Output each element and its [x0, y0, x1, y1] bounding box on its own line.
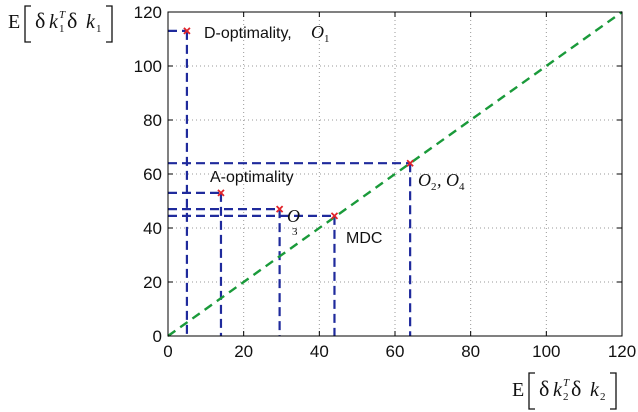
- x-tick-label: 120: [608, 342, 636, 361]
- y-label-e: E: [8, 11, 20, 33]
- x-label-e: E: [512, 379, 524, 401]
- annotation-mdc: MDC: [346, 230, 382, 247]
- x-tick-label: 20: [234, 342, 253, 361]
- y-tick-label: 120: [134, 3, 162, 22]
- point-marker: [183, 27, 191, 35]
- x-label-delta-2: δ: [571, 376, 581, 401]
- y-label-k-1-sub: 1: [59, 23, 65, 35]
- x-tick-label: 60: [386, 342, 405, 361]
- annotation-d-text: D-optimality,: [204, 25, 292, 42]
- x-tick-label: 40: [310, 342, 329, 361]
- y-tick-label: 80: [143, 111, 162, 130]
- y-label-delta-1: δ: [35, 8, 45, 33]
- annotation-o3-o: O: [287, 206, 300, 226]
- y-label-k-2-sub: 1: [96, 23, 102, 35]
- y-label-k-1: k: [49, 11, 59, 33]
- annotation-d-optimality: D-optimality, O 1: [204, 22, 330, 45]
- x-label-k-1-sub: 2: [563, 391, 569, 403]
- x-label-transpose: T: [563, 377, 570, 389]
- x-axis-ticks: 0 20 40 60 80 100 120: [163, 12, 636, 361]
- y-label-left-bracket: [24, 5, 31, 43]
- annotation-o24-sub1: 2: [431, 181, 437, 193]
- x-label-k-2-sub: 2: [600, 391, 606, 403]
- y-label-delta-2: δ: [67, 8, 77, 33]
- annotation-o24-o1: O: [418, 170, 431, 190]
- annotation-o3-sub: 3: [292, 226, 298, 238]
- annotation-o2-o4: O 2 , O 4: [418, 170, 465, 193]
- x-label-k-2: k: [590, 379, 600, 401]
- reference-line-y-equals-x: [167, 11, 623, 337]
- y-label-transpose: T: [59, 9, 66, 21]
- x-label-k-1: k: [553, 379, 563, 401]
- markers: [183, 27, 414, 220]
- annotation-o24-o2: O: [446, 170, 459, 190]
- annotation-d-sub: 1: [324, 33, 330, 45]
- annotation-o24-sub2: 4: [459, 181, 465, 193]
- x-label-left-bracket: [528, 372, 535, 410]
- y-tick-label: 20: [143, 273, 162, 292]
- point-marker: [275, 205, 284, 213]
- annotation-o24-sep: ,: [437, 170, 442, 190]
- y-tick-label: 0: [153, 327, 162, 346]
- annotation-o3: O 3: [287, 206, 300, 238]
- x-label-right-bracket: [610, 372, 617, 410]
- x-tick-label: 80: [461, 342, 480, 361]
- y-tick-label: 100: [134, 57, 162, 76]
- y-axis-ticks: 0 20 40 60 80 100 120: [134, 3, 622, 346]
- x-tick-label: 0: [163, 342, 172, 361]
- guide-lines: [168, 29, 412, 336]
- x-axis-label: E δ k 2 T δ k 2: [512, 372, 617, 410]
- point-marker: [217, 189, 225, 197]
- annotation-d-o: O: [311, 22, 324, 42]
- reference-line: [167, 11, 623, 337]
- x-tick-label: 100: [532, 342, 560, 361]
- annotation-a-optimality: A-optimality: [210, 169, 294, 186]
- y-label-right-bracket: [106, 5, 113, 43]
- x-label-delta-1: δ: [539, 376, 549, 401]
- y-axis-label: E δ k 1 T δ k 1: [8, 5, 113, 43]
- point-marker: [406, 159, 414, 167]
- y-label-k-2: k: [86, 11, 96, 33]
- y-tick-label: 60: [143, 165, 162, 184]
- point-marker: [330, 212, 339, 220]
- y-tick-label: 40: [143, 219, 162, 238]
